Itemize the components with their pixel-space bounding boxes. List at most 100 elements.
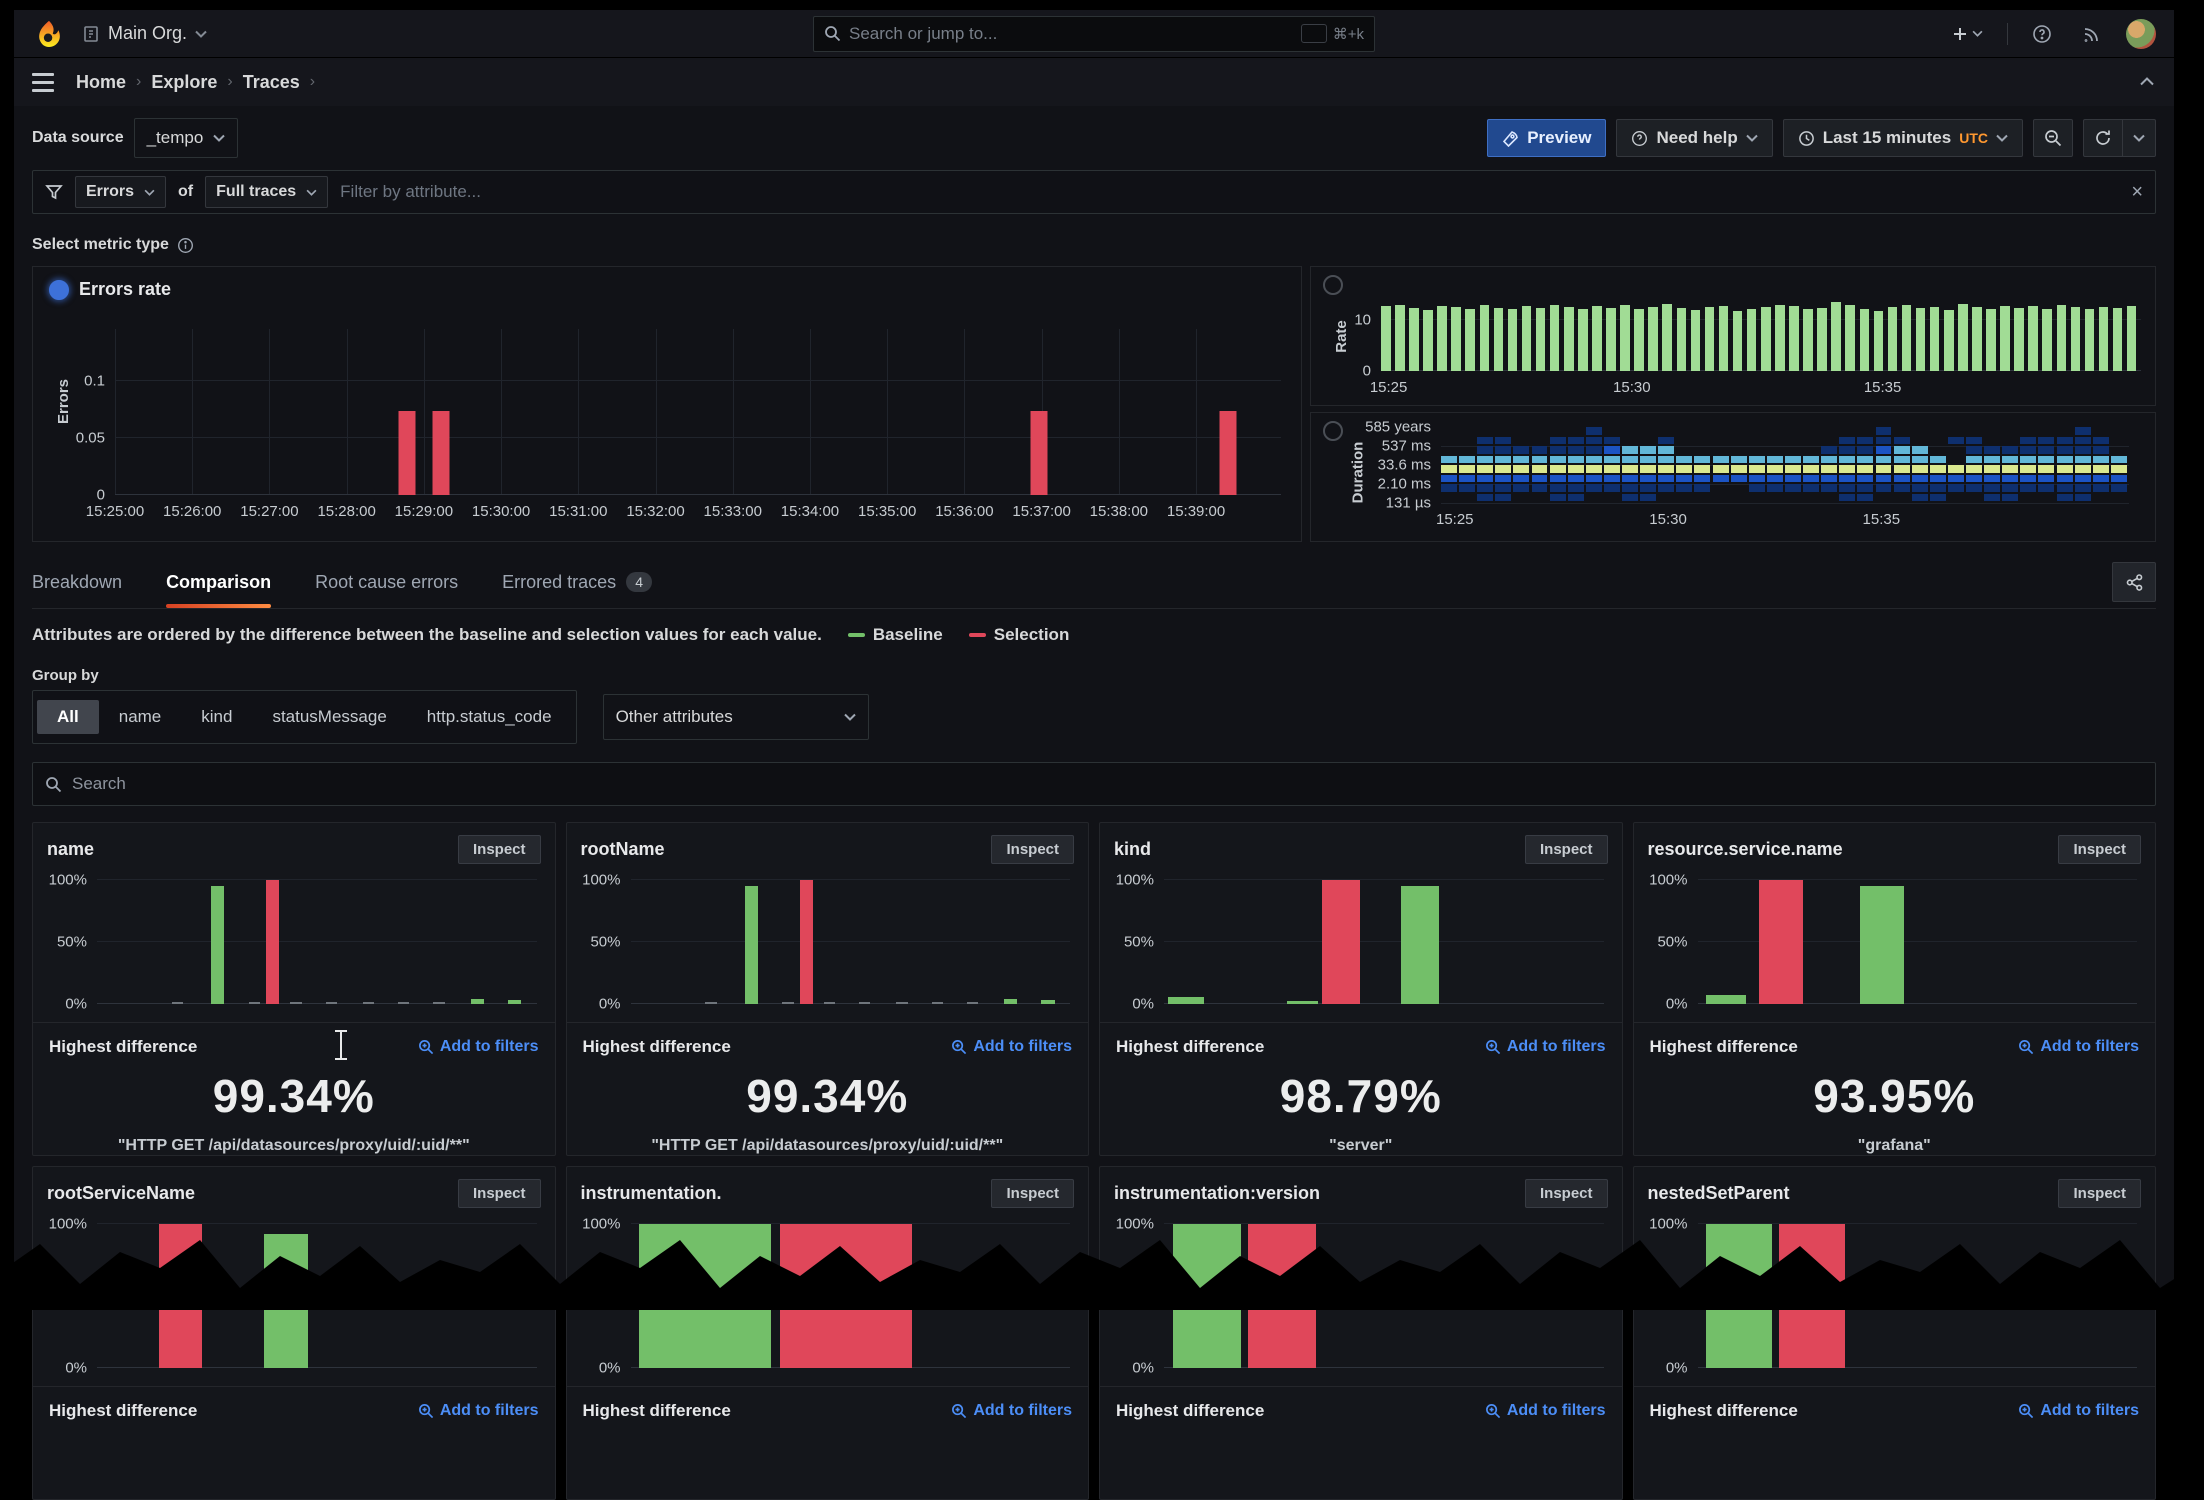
news-button[interactable] xyxy=(2076,23,2108,45)
help-button[interactable] xyxy=(2026,23,2058,45)
attribute-search-input[interactable]: Search xyxy=(32,762,2156,806)
grid-line xyxy=(964,329,966,495)
need-help-button[interactable]: Need help xyxy=(1616,119,1773,157)
add-to-filters-link[interactable]: Add to filters xyxy=(951,1402,1072,1420)
refresh-button[interactable] xyxy=(2083,119,2122,157)
y-axis-tick: 0 xyxy=(1362,362,1371,380)
errors-rate-radio[interactable]: Errors rate xyxy=(49,279,171,300)
add-to-filters-link[interactable]: Add to filters xyxy=(1485,1038,1606,1056)
trace-scope-select[interactable]: Full traces xyxy=(205,176,329,208)
user-avatar[interactable] xyxy=(2126,18,2156,49)
heatmap-cell xyxy=(1893,484,1910,492)
heatmap-cell xyxy=(1549,455,1566,464)
time-range-picker[interactable]: Last 15 minutes UTC xyxy=(1782,119,2023,157)
inspect-button[interactable]: Inspect xyxy=(991,835,1074,864)
add-to-filters-link[interactable]: Add to filters xyxy=(951,1038,1072,1056)
breadcrumb-explore[interactable]: Explore xyxy=(151,71,218,92)
x-axis-tick: 15:35 xyxy=(1862,511,1901,528)
datasource-picker[interactable]: _tempo xyxy=(133,118,239,158)
plot-area: 100% 50% 0% xyxy=(49,1216,537,1377)
heatmap-cell xyxy=(1712,465,1729,473)
heatmap-cell xyxy=(1947,465,1964,473)
heatmap-cell xyxy=(1477,465,1494,473)
heatmap-cell xyxy=(1966,436,1982,445)
tab-errored-traces[interactable]: Errored traces 4 xyxy=(502,556,652,608)
legend-baseline[interactable]: Baseline xyxy=(847,625,943,645)
heatmap-cell xyxy=(2002,446,2019,454)
footer-top-row: Highest difference Add to filters xyxy=(583,1037,1073,1057)
zoom-out-button[interactable] xyxy=(2033,119,2073,157)
heatmap-cell xyxy=(1495,493,1512,502)
collapse-chevron-up-icon[interactable] xyxy=(2140,73,2154,91)
heatmap-cell xyxy=(1966,474,1982,483)
menu-toggle-icon[interactable] xyxy=(32,72,54,92)
heatmap-cell xyxy=(2092,436,2109,445)
heatmap-cell xyxy=(1513,484,1530,492)
heatmap-cell xyxy=(1640,446,1657,454)
heatmap-cell xyxy=(2074,493,2091,502)
global-search-input[interactable]: Search or jump to... ⌘+k xyxy=(813,15,1375,52)
close-icon[interactable]: × xyxy=(2131,180,2143,203)
group-by-all[interactable]: All xyxy=(37,700,99,734)
inspect-button[interactable]: Inspect xyxy=(457,835,541,864)
new-button[interactable] xyxy=(1946,25,1989,43)
comparison-bar xyxy=(470,999,484,1004)
attribute-filter-input[interactable]: Filter by attribute... xyxy=(340,182,481,201)
grafana-logo-icon[interactable] xyxy=(32,17,66,51)
preview-button[interactable]: Preview xyxy=(1487,119,1607,157)
heatmap-cell xyxy=(1911,484,1928,492)
heatmap-cell xyxy=(2002,493,2019,502)
primary-signal-select[interactable]: Errors xyxy=(75,176,167,208)
rate-bar xyxy=(1690,309,1701,371)
heatmap-cell xyxy=(1984,446,2001,454)
errors-rate-panel[interactable]: Errors rate Errors 15:25:00 15:26:00 15:27… xyxy=(32,266,1302,542)
tab-breakdown[interactable]: Breakdown xyxy=(32,571,123,592)
heatmap-cell xyxy=(1585,474,1602,483)
heatmap-cell xyxy=(1947,484,1964,492)
comparison-bar-chart: 100% 50% 0% xyxy=(33,1216,541,1377)
inspect-button[interactable]: Inspect xyxy=(457,1179,541,1208)
tab-root-cause-errors[interactable]: Root cause errors xyxy=(315,571,459,592)
x-axis-tick: 15:25:00 xyxy=(85,503,145,520)
heatmap-cell xyxy=(2092,446,2109,454)
chevron-down-icon xyxy=(195,30,207,38)
heatmap-cell xyxy=(1622,474,1638,483)
inspect-button[interactable]: Inspect xyxy=(2058,835,2141,864)
breadcrumb-home[interactable]: Home xyxy=(76,71,127,92)
add-to-filters-link[interactable]: Add to filters xyxy=(2018,1038,2139,1056)
inspect-button[interactable]: Inspect xyxy=(1524,1179,1608,1208)
tab-comparison[interactable]: Comparison xyxy=(166,556,272,608)
group-by-http-status-code[interactable]: http.status_code xyxy=(426,707,552,726)
inspect-button[interactable]: Inspect xyxy=(991,1179,1074,1208)
grid-line xyxy=(115,329,116,495)
heatmap-cell xyxy=(1857,484,1874,492)
rate-bar xyxy=(2056,305,2067,371)
highest-difference-attribute-value: "server" xyxy=(1329,1137,1393,1154)
rate-panel[interactable]: Rate 10 0 15:25 15:30 15:35 xyxy=(1310,266,2156,406)
add-to-filters-link[interactable]: Add to filters xyxy=(418,1038,539,1056)
duration-radio[interactable] xyxy=(1323,421,1343,441)
group-by-name[interactable]: name xyxy=(118,707,162,726)
add-to-filters-link[interactable]: Add to filters xyxy=(418,1402,539,1420)
chevron-down-icon xyxy=(2133,134,2145,142)
grid-line xyxy=(97,941,537,942)
inspect-button[interactable]: Inspect xyxy=(2058,1179,2141,1208)
refresh-interval-dropdown[interactable] xyxy=(2122,119,2156,157)
breadcrumb-traces[interactable]: Traces xyxy=(242,71,300,92)
share-button[interactable] xyxy=(2112,562,2156,602)
chevron-down-icon xyxy=(213,134,226,142)
group-by-statusmessage[interactable]: statusMessage xyxy=(272,707,387,726)
legend-selection[interactable]: Selection xyxy=(968,625,1069,645)
comparison-bar xyxy=(1401,886,1439,1004)
heatmap-cell xyxy=(1839,484,1856,492)
rate-radio[interactable] xyxy=(1323,275,1343,295)
add-to-filters-link[interactable]: Add to filters xyxy=(2018,1402,2139,1420)
rate-chart: 10 0 15:25 15:30 15:35 xyxy=(1354,299,2141,396)
other-attributes-select[interactable]: Other attributes xyxy=(602,694,869,740)
group-by-kind[interactable]: kind xyxy=(201,707,233,726)
heatmap-cell xyxy=(1531,484,1548,492)
duration-panel[interactable]: Duration 585 years 537 ms 33.6 ms 2.10 ms 13… xyxy=(1310,412,2156,542)
add-to-filters-link[interactable]: Add to filters xyxy=(1485,1402,1606,1420)
inspect-button[interactable]: Inspect xyxy=(1524,835,1608,864)
org-switcher[interactable]: Main Org. xyxy=(82,23,207,44)
